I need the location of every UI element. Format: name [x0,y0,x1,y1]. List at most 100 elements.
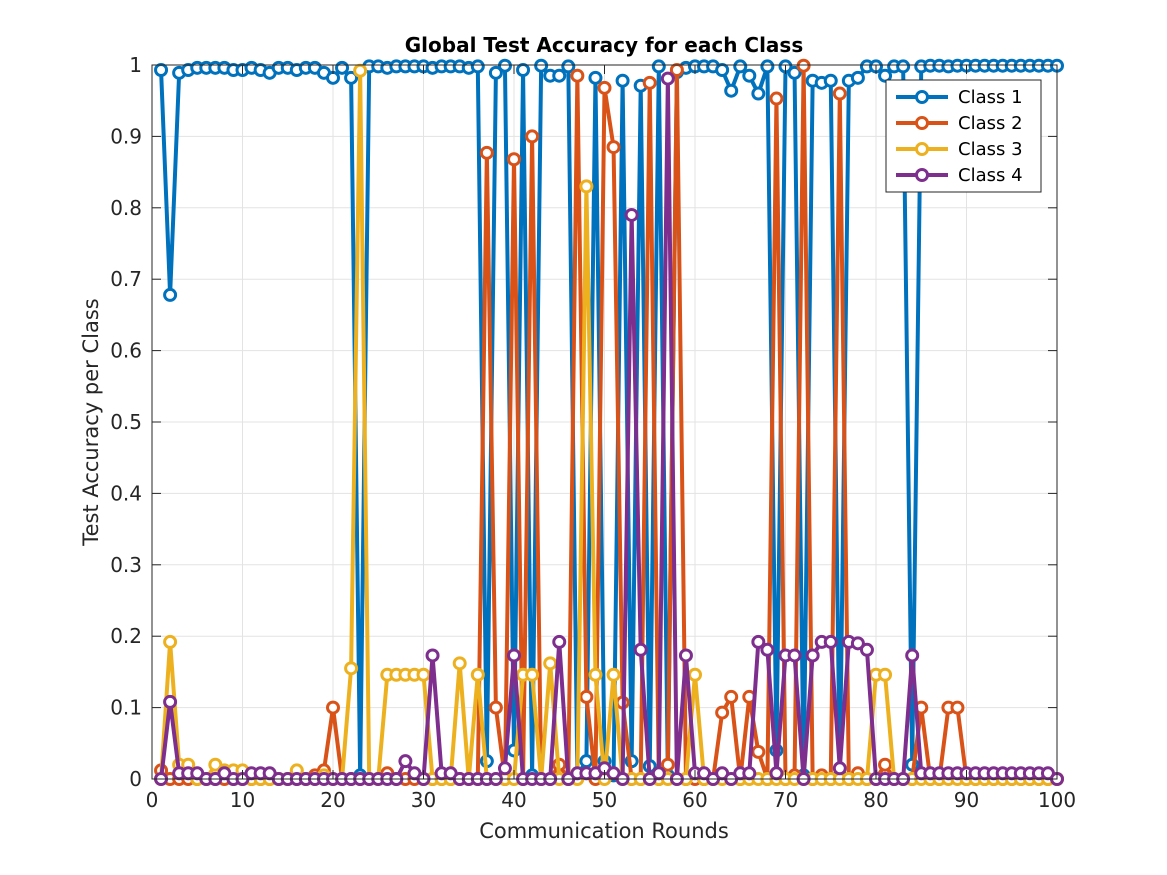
data-point [950,700,965,715]
data-point [488,700,503,715]
legend-label: Class 1 [958,87,1023,108]
data-point [769,91,784,106]
data-point [751,86,766,101]
x-tick-label: 80 [863,788,888,812]
chart-title: Global Test Accuracy for each Class [405,33,804,57]
legend-swatch-marker [915,142,929,156]
data-point [878,757,893,772]
data-point [651,766,666,781]
data-point [787,648,802,663]
data-point [615,73,630,88]
data-point [633,642,648,657]
data-point [543,656,558,671]
data-point [678,648,693,663]
data-point [624,207,639,222]
legend-swatch-marker [915,168,929,182]
x-tick-label: 40 [501,788,526,812]
data-point [597,80,612,95]
legend-item: Class 3 [896,139,1023,160]
data-point [715,705,730,720]
data-point [344,70,359,85]
data-point [787,65,802,80]
y-tick-label: 0.2 [110,624,142,648]
x-tick-label: 70 [773,788,798,812]
y-tick-label: 0.8 [110,196,142,220]
data-point [715,62,730,77]
y-tick-label: 1 [129,53,142,77]
data-point [669,62,684,77]
data-point [823,634,838,649]
data-point [353,63,368,78]
data-point [534,58,549,73]
data-point [525,667,540,682]
legend-label: Class 3 [958,139,1023,160]
data-point [751,744,766,759]
data-point [516,62,531,77]
data-point [742,766,757,781]
data-point [344,661,359,676]
data-point [425,648,440,663]
data-point [751,634,766,649]
y-tick-label: 0.7 [110,267,142,291]
data-point [832,86,847,101]
data-point [660,757,675,772]
data-point [163,634,178,649]
legend-item: Class 1 [896,87,1023,108]
y-tick-label: 0 [129,767,142,791]
data-point [642,75,657,90]
data-point [859,642,874,657]
data-point [588,667,603,682]
data-point [688,667,702,682]
y-tick-label: 0.9 [110,124,142,148]
data-point [497,761,512,776]
data-point [579,689,594,704]
data-point [326,700,340,715]
ticks [151,64,1058,780]
data-point [398,754,413,769]
data-point [733,59,748,74]
data-point [488,65,503,80]
data-point [742,68,757,83]
y-tick-label: 0.4 [110,481,142,505]
data-point [878,667,893,682]
x-tick-label: 100 [1038,788,1076,812]
data-point [470,667,485,682]
data-point [470,59,485,74]
data-point [335,60,350,75]
legend-item: Class 2 [896,113,1023,134]
data-point [163,287,178,302]
data-point [606,140,621,155]
x-tick-label: 50 [592,788,617,812]
data-point [497,58,512,73]
data-point [769,766,784,781]
legend-label: Class 4 [958,165,1023,186]
data-point [570,68,585,83]
y-tick-label: 0.1 [110,696,142,720]
data-point [823,73,838,88]
data-point [796,58,811,73]
data-point [579,179,594,194]
data-point [724,689,739,704]
y-axis-label: Test Accuracy per Class [79,298,103,546]
data-point [326,70,340,85]
legend: Class 1 Class 2 Class 3 Class 4 [885,79,1042,193]
legend-swatch-marker [915,116,929,130]
data-point [905,648,920,663]
data-point [878,68,893,83]
y-tick-label: 0.6 [110,339,142,363]
legend-swatch-marker [915,90,929,104]
data-point [507,152,521,167]
data-point [606,667,621,682]
data-point [760,642,775,657]
data-point [552,634,567,649]
x-tick-label: 60 [682,788,707,812]
data-point [760,59,775,74]
x-tick-label: 30 [411,788,436,812]
data-point [416,667,431,682]
data-point [507,648,521,663]
data-point [896,59,911,74]
data-point [660,71,675,86]
data-point [588,70,603,85]
data-point [832,761,847,776]
